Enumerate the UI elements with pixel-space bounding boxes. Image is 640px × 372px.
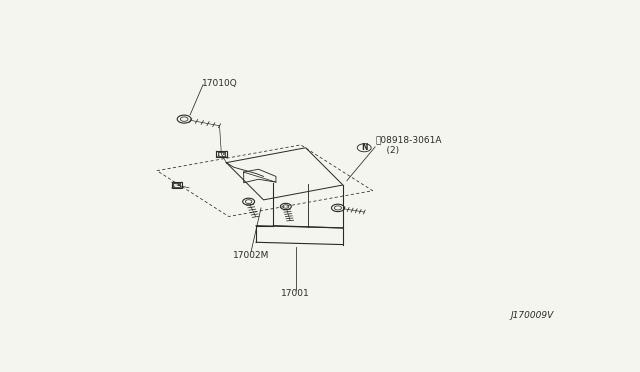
Text: N: N — [361, 143, 367, 152]
Text: 17002M: 17002M — [233, 251, 269, 260]
Text: 17001: 17001 — [282, 289, 310, 298]
Bar — [216, 151, 227, 157]
Text: J170009V: J170009V — [511, 311, 554, 320]
Bar — [173, 183, 180, 187]
Bar — [172, 182, 182, 188]
Text: ⓝ08918-3061A
    (2): ⓝ08918-3061A (2) — [375, 135, 442, 155]
Bar — [218, 152, 225, 156]
Text: 17010Q: 17010Q — [202, 79, 237, 88]
